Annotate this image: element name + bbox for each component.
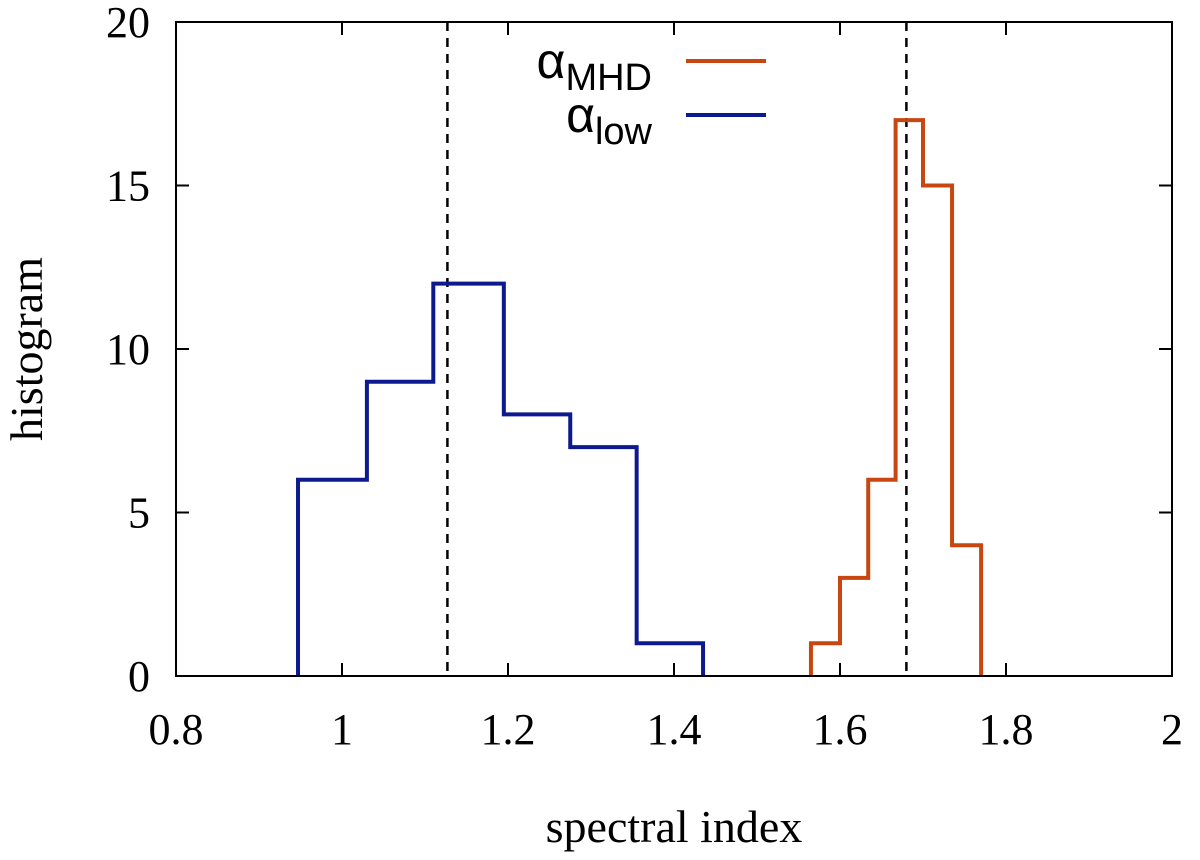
x-tick-label: 1.4 xyxy=(647,705,702,754)
axis-ticks xyxy=(175,21,1173,677)
y-tick-label: 5 xyxy=(128,489,150,538)
series-mhd-step xyxy=(808,118,984,676)
y-tick-label: 20 xyxy=(106,0,150,47)
x-tick-label: 2 xyxy=(1161,705,1183,754)
y-tick-label: 0 xyxy=(128,652,150,701)
y-tick-label: 15 xyxy=(106,162,150,211)
y-tick-label: 10 xyxy=(106,325,150,374)
legend-label-low: αlow xyxy=(566,87,652,153)
x-tick-label: 0.8 xyxy=(149,705,204,754)
x-tick-label: 1 xyxy=(331,705,353,754)
y-axis-title: histogram xyxy=(1,257,52,441)
x-tick-label: 1.8 xyxy=(979,705,1034,754)
x-axis-title: spectral index xyxy=(546,801,803,852)
legend-label-mhd: αMHD xyxy=(537,33,652,99)
series-low-step xyxy=(296,281,706,676)
reference-lines xyxy=(446,22,908,676)
x-tick-label: 1.2 xyxy=(481,705,536,754)
histogram-series xyxy=(296,118,984,676)
plot-frame xyxy=(175,21,1173,677)
x-tick-label: 1.6 xyxy=(813,705,868,754)
